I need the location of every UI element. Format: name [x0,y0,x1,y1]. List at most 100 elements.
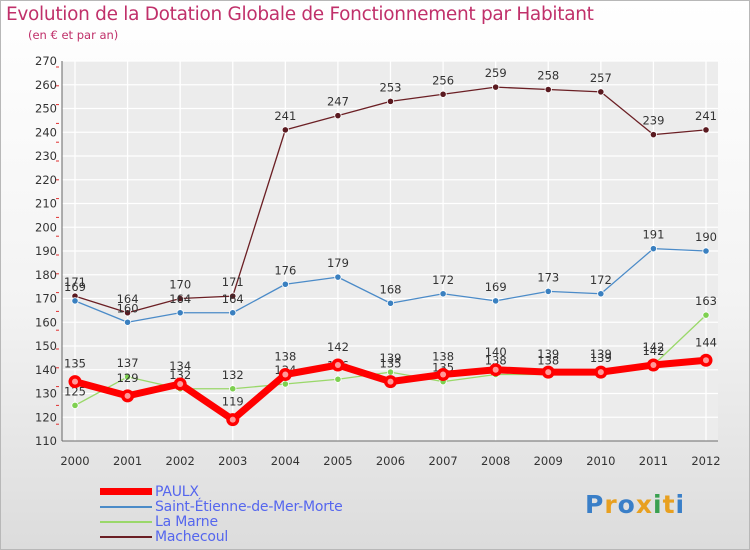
data-label-paulx: 135 [380,357,402,371]
data-point-highlight [334,362,341,368]
data-point-highlight [177,381,184,387]
legend-swatch-paulx [100,488,152,495]
data-point-machecoul [123,309,132,317]
data-point-saint-tienne-de-mer-morte [544,287,552,295]
legend-label-la-marne: La Marne [155,514,218,530]
data-point-saint-tienne-de-mer-morte [334,273,342,281]
legend-label-paulx: PAULX [155,484,199,500]
brand-letter: P [585,490,605,519]
data-label-saint-tienne-de-mer-morte: 169 [485,280,507,294]
y-tick-label: 220 [35,173,57,187]
data-point-machecoul [386,97,395,105]
data-label-machecoul: 259 [485,66,507,80]
data-point-machecoul [492,83,500,91]
data-label-machecoul: 258 [537,69,559,83]
data-point-la-marne [281,380,289,388]
data-point-highlight [72,378,78,385]
data-label-paulx: 138 [274,350,296,364]
data-point-saint-tienne-de-mer-morte [71,297,79,305]
data-label-paulx: 134 [169,359,191,373]
brand-letter: i [675,490,686,519]
y-tick-label: 230 [35,149,57,163]
data-label-saint-tienne-de-mer-morte: 190 [695,230,717,244]
data-label-machecoul: 171 [64,275,86,289]
y-tick-label: 190 [35,244,57,258]
data-label-la-marne: 132 [222,368,244,382]
data-label-machecoul: 171 [222,275,244,289]
data-point-machecoul [702,126,710,134]
data-point-saint-tienne-de-mer-morte [176,309,184,317]
y-tick-label: 120 [35,410,57,424]
x-tick-label: 2012 [691,454,720,468]
data-label-saint-tienne-de-mer-morte: 168 [380,282,402,296]
data-label-paulx: 119 [222,395,244,409]
data-label-paulx: 129 [117,371,139,385]
data-point-saint-tienne-de-mer-morte [649,245,658,253]
x-tick-label: 2003 [218,454,247,468]
data-label-paulx: 144 [695,335,717,349]
data-point-highlight [650,362,657,368]
x-tick-label: 2007 [428,454,457,468]
y-tick-label: 250 [35,102,57,116]
data-label-machecoul: 164 [117,292,139,306]
data-label-la-marne: 138 [485,354,507,368]
brand-letter: x [635,490,653,519]
data-label-la-marne: 132 [169,368,191,382]
data-label-paulx: 140 [485,345,507,359]
y-tick-label: 130 [35,387,57,401]
y-tick-label: 160 [35,315,57,329]
data-point-saint-tienne-de-mer-morte [597,290,605,298]
data-point-machecoul [544,85,552,94]
data-label-paulx: 138 [432,350,454,364]
data-point-la-marne [71,401,79,409]
data-label-paulx: 142 [327,340,349,354]
x-tick-label: 2011 [639,454,668,468]
data-label-machecoul: 241 [695,109,717,123]
data-point-highlight [387,378,394,385]
legend-swatch-machecoul [100,536,152,538]
data-label-machecoul: 256 [432,73,454,87]
proxiti-logo: Proxiti [585,490,685,519]
data-label-la-marne: 163 [695,294,717,308]
data-label-paulx: 142 [642,340,664,354]
data-label-saint-tienne-de-mer-morte: 176 [274,263,296,277]
data-label-saint-tienne-de-mer-morte: 160 [117,301,139,315]
y-tick-label: 170 [35,292,57,306]
data-point-machecoul [439,90,447,98]
brand-letter: i [653,490,663,519]
data-label-saint-tienne-de-mer-morte: 173 [537,270,559,284]
data-point-saint-tienne-de-mer-morte [281,280,289,288]
data-point-machecoul [176,294,184,303]
x-tick-label: 2002 [166,454,195,468]
data-point-la-marne [123,373,132,381]
data-point-highlight [124,392,131,399]
data-label-saint-tienne-de-mer-morte: 191 [642,228,664,242]
brand-letter: t [662,490,676,519]
data-label-la-marne: 139 [380,351,402,365]
y-tick-label: 110 [35,434,57,448]
data-label-saint-tienne-de-mer-morte: 164 [222,292,244,306]
data-point-la-marne [334,375,342,383]
data-label-saint-tienne-de-mer-morte: 164 [169,292,191,306]
data-point-machecoul [229,292,237,300]
data-point-highlight [545,369,552,376]
data-label-machecoul: 170 [169,278,191,292]
data-label-paulx: 139 [537,347,559,361]
x-tick-label: 2000 [60,454,89,468]
data-label-la-marne: 139 [590,351,612,365]
data-point-la-marne [229,385,237,393]
y-tick-label: 240 [35,125,57,139]
x-tick-label: 2005 [323,454,352,468]
data-label-saint-tienne-de-mer-morte: 179 [327,256,349,270]
data-label-la-marne: 125 [64,384,86,398]
data-label-saint-tienne-de-mer-morte: 169 [64,280,86,294]
data-point-machecoul [334,112,342,120]
legend-label-machecoul: Machecoul [155,529,229,545]
x-tick-label: 2010 [586,454,615,468]
data-label-machecoul: 253 [380,80,402,94]
data-point-saint-tienne-de-mer-morte [386,299,395,307]
data-point-highlight [597,369,604,376]
y-tick-label: 140 [35,363,57,377]
y-tick-label: 270 [35,54,57,68]
